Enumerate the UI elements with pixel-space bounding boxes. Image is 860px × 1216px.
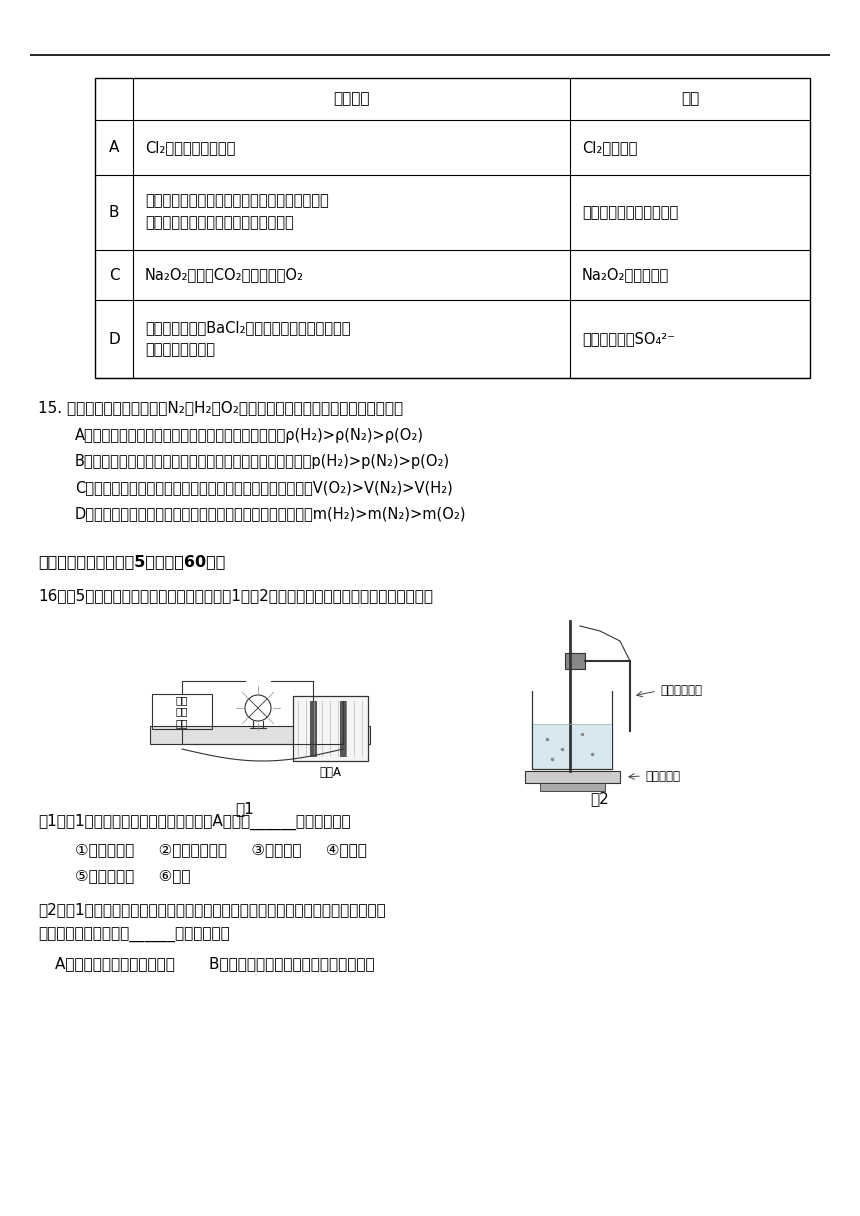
Text: 物质A: 物质A: [320, 766, 341, 779]
Text: ①氯化钓晶体     ②氢氧化钓溶液     ③蔗糖溶液     ④纯醒酸: ①氯化钓晶体 ②氢氧化钓溶液 ③蔗糖溶液 ④纯醒酸: [75, 841, 367, 857]
Text: 图1: 图1: [236, 801, 255, 816]
Text: Na₂O₂可作供氧剂: Na₂O₂可作供氧剂: [582, 268, 669, 282]
Bar: [540, 783, 605, 790]
Text: 电导率传感器: 电导率传感器: [660, 685, 702, 698]
Text: （1）图1中，若灯泡亮，广口瓶内的物质A可以是______（填序号）。: （1）图1中，若灯泡亮，广口瓶内的物质A可以是______（填序号）。: [38, 814, 351, 831]
Bar: [340, 700, 346, 756]
Text: D: D: [108, 332, 120, 347]
Bar: [525, 771, 620, 783]
Text: 图2: 图2: [591, 790, 610, 806]
Text: Cl₂是电解质: Cl₂是电解质: [582, 140, 637, 154]
Text: 察到钓立刻熳成小球，并在水面上游动: 察到钓立刻熳成小球，并在水面上游动: [145, 215, 294, 231]
Text: B．当它们的质量和温度、体积均相同时，三种气体的压强：p(H₂)>p(N₂)>p(O₂): B．当它们的质量和温度、体积均相同时，三种气体的压强：p(H₂)>p(N₂)>p…: [75, 454, 450, 469]
Text: Na₂O₂与水或CO₂反应都产生O₂: Na₂O₂与水或CO₂反应都产生O₂: [145, 268, 304, 282]
Text: 低压
直流
电源: 低压 直流 电源: [175, 694, 188, 728]
Text: 盐酸，沉淠不消失: 盐酸，沉淠不消失: [145, 342, 215, 358]
Text: A．盐酸中逐滴加入食盐溶液       B．氢氧化钓溶液中逐滴滴入硫酸钓溶液: A．盐酸中逐滴加入食盐溶液 B．氢氧化钓溶液中逐滴滴入硫酸钓溶液: [55, 956, 375, 972]
Text: 结论: 结论: [681, 91, 699, 107]
Text: C．当它们的质量和温度、压强均相同时，三种气体的体积：V(O₂)>V(N₂)>V(H₂): C．当它们的质量和温度、压强均相同时，三种气体的体积：V(O₂)>V(N₂)>V…: [75, 480, 452, 495]
Text: 将约绳豆大小的钓投入装有适量水的烧杯中，观: 将约绳豆大小的钓投入装有适量水的烧杯中，观: [145, 193, 329, 208]
Bar: [150, 726, 370, 744]
Text: A．当它们的温度和压强均相同时，三种气体的密度：ρ(H₂)>ρ(N₂)>ρ(O₂): A．当它们的温度和压强均相同时，三种气体的密度：ρ(H₂)>ρ(N₂)>ρ(O₂…: [75, 428, 424, 443]
Bar: [565, 653, 585, 669]
Bar: [95, 78, 810, 378]
Text: D．当它们的压强和体积、温度均相同时，三种气体的质量：m(H₂)>m(N₂)>m(O₂): D．当它们的压强和体积、温度均相同时，三种气体的质量：m(H₂)>m(N₂)>m…: [75, 506, 466, 520]
Text: 亮，下列符合条件的是______（填序号）。: 亮，下列符合条件的是______（填序号）。: [38, 928, 230, 944]
Bar: [310, 700, 316, 756]
Text: 15. 三个密闭容器中分别充入N₂、H₂、O₂三种气体，以下各种情况下排序正确的是: 15. 三个密闭容器中分别充入N₂、H₂、O₂三种气体，以下各种情况下排序正确的…: [38, 400, 403, 415]
Text: 实验事实: 实验事实: [334, 91, 370, 107]
Bar: [152, 694, 212, 730]
Text: 磁力搞拌器: 磁力搞拌器: [645, 770, 680, 783]
Text: 该溶液一定有SO₄²⁻: 该溶液一定有SO₄²⁻: [582, 332, 675, 347]
Text: C: C: [108, 268, 120, 282]
Bar: [293, 696, 368, 761]
Text: B: B: [108, 206, 120, 220]
Text: 三、非选择题：本题共5小题，內60分。: 三、非选择题：本题共5小题，內60分。: [38, 554, 225, 569]
Text: （2）图1中，若向烧杯中逐滴加入另一溶液时，则灯泡由亮变暗，至息灯后又逐渐变: （2）图1中，若向烧杯中逐滴加入另一溶液时，则灯泡由亮变暗，至息灯后又逐渐变: [38, 902, 386, 917]
Text: A: A: [109, 140, 120, 154]
Text: 钓比水轻；钓的熳点较低: 钓比水轻；钓的熳点较低: [582, 206, 679, 220]
Bar: [533, 724, 611, 769]
Text: 某溶液中先加入BaCl₂溶液有白色沉淠产生，再加: 某溶液中先加入BaCl₂溶液有白色沉淠产生，再加: [145, 320, 351, 334]
Text: ⑤硫酸铜溶液     ⑥氨水: ⑤硫酸铜溶液 ⑥氨水: [75, 868, 191, 883]
Text: Cl₂的水溶液可以导电: Cl₂的水溶液可以导电: [145, 140, 236, 154]
Text: 16．（5分）可用下列导电性实验装置（如图1、图2）来研究电解质的电离本质及反应机理。: 16．（5分）可用下列导电性实验装置（如图1、图2）来研究电解质的电离本质及反应…: [38, 589, 433, 603]
